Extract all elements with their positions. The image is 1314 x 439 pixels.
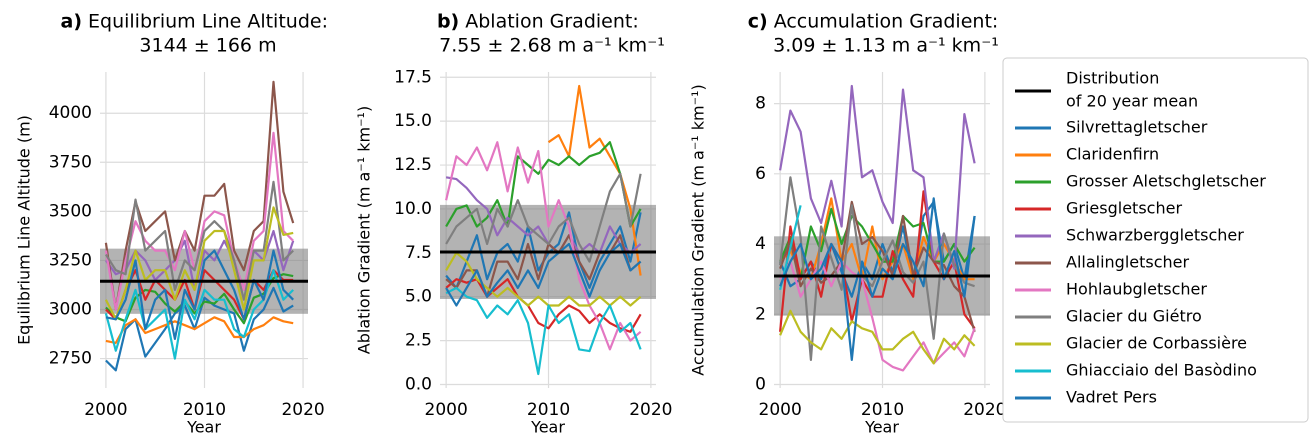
series-line	[547, 84, 642, 276]
panel-label: a)	[61, 11, 83, 33]
legend-label: of 20 year mean	[1066, 92, 1198, 111]
y-tick-label: 15.0	[394, 111, 432, 131]
y-tick-label: 0.0	[405, 374, 432, 394]
panel: 0.0 2.5 5.0 7.5 10.0 12.5 15.0 17.5 2000 2010 2020…	[355, 11, 673, 437]
series-line	[104, 131, 294, 311]
series-line	[105, 249, 294, 340]
legend-label: Glacier de Corbassière	[1066, 334, 1247, 353]
x-axis-label: Year	[864, 418, 899, 437]
series-line	[445, 141, 642, 228]
panel-title: Equilibrium Line Altitude:	[88, 11, 328, 33]
y-tick-label: 2.5	[405, 331, 432, 351]
series-line	[445, 286, 642, 376]
y-tick-label: 2750	[49, 349, 92, 369]
panel-subtitle: 3.09 ± 1.13 m a⁻¹ km⁻¹	[773, 35, 999, 57]
y-tick-label: 3500	[49, 201, 92, 221]
legend-frame	[1002, 57, 1309, 423]
panel-label: c)	[748, 11, 768, 33]
legend-label: Glacier du Giétro	[1066, 307, 1202, 326]
series-line	[445, 176, 642, 254]
y-axis-label: Accumulation Gradient (m a⁻¹ km⁻¹)	[689, 84, 708, 375]
series-line	[779, 176, 975, 361]
y-tick-label: 5.0	[405, 287, 432, 307]
legend-label: Grosser Aletschgletscher	[1066, 172, 1266, 191]
x-tick-label: 2000	[84, 400, 127, 420]
series-line	[445, 172, 642, 263]
y-axis-label: Equilibrium Line Altitude (m)	[15, 115, 34, 345]
y-tick-label: 3250	[49, 250, 92, 270]
series-line	[105, 286, 294, 372]
x-tick-label: 2010	[183, 400, 226, 420]
legend-label: Vadret Pers	[1066, 388, 1157, 407]
y-tick-label: 0	[755, 374, 766, 394]
panel-title: Ablation Gradient:	[465, 11, 639, 33]
series-line	[105, 316, 294, 344]
legend-label: Hohlaubgletscher	[1066, 280, 1207, 299]
series-line	[445, 141, 642, 351]
series-line	[104, 269, 294, 360]
panel-label: b)	[437, 11, 459, 33]
x-tick-label: 2010	[861, 400, 904, 420]
legend-label: Schwarzberggletscher	[1066, 226, 1244, 245]
y-tick-label: 6	[755, 164, 766, 184]
legend-label: Ghiacciaio del Basòdino	[1066, 361, 1257, 380]
panel-subtitle: 7.55 ± 2.68 m a⁻¹ km⁻¹	[439, 35, 665, 57]
x-tick-label: 2020	[281, 400, 324, 420]
y-tick-label: 17.5	[394, 67, 432, 87]
y-axis-label: Ablation Gradient (m a⁻¹ km⁻¹)	[355, 106, 374, 354]
series-line	[104, 206, 294, 321]
legend-label: Griesgletscher	[1066, 199, 1182, 218]
series-line	[779, 84, 976, 270]
panel-subtitle: 3144 ± 166 m	[139, 35, 276, 57]
x-axis-label: Year	[186, 418, 221, 437]
legend: Distribution of 20 year mean Silvrettaglet…	[1002, 57, 1309, 423]
y-tick-label: 4000	[49, 103, 92, 123]
legend-label: Allalingletscher	[1066, 253, 1190, 272]
series-line	[445, 242, 642, 307]
series-line	[445, 251, 642, 307]
y-tick-label: 7.5	[405, 243, 432, 263]
series-line	[779, 309, 976, 365]
legend-label: Silvrettagletscher	[1066, 118, 1208, 137]
y-tick-label: 4	[755, 234, 766, 254]
y-tick-label: 8	[755, 94, 766, 114]
y-tick-label: 2	[755, 304, 766, 324]
x-axis-label: Year	[530, 418, 565, 437]
y-tick-label: 10.0	[394, 199, 432, 219]
y-tick-label: 12.5	[394, 155, 432, 175]
x-tick-label: 2020	[963, 400, 1006, 420]
x-tick-label: 2000	[425, 400, 468, 420]
x-tick-label: 2020	[629, 400, 672, 420]
series-line	[445, 278, 642, 333]
x-tick-label: 2000	[759, 400, 802, 420]
legend-label: Distribution	[1066, 69, 1159, 88]
panel: 2750 3000 3250 3500 3750 4000 2000 2010 2020 Year…	[15, 11, 328, 437]
y-tick-label: 3000	[49, 299, 92, 319]
y-tick-label: 3750	[49, 152, 92, 172]
series-line	[104, 180, 294, 301]
legend-label: Claridenfirn	[1066, 145, 1159, 164]
x-tick-label: 2010	[527, 400, 570, 420]
panel-title: Accumulation Gradient:	[774, 11, 999, 33]
panel: 0 2 4 6 8 2000 2010 2020 Year Accumulation Gradie…	[689, 11, 1007, 437]
